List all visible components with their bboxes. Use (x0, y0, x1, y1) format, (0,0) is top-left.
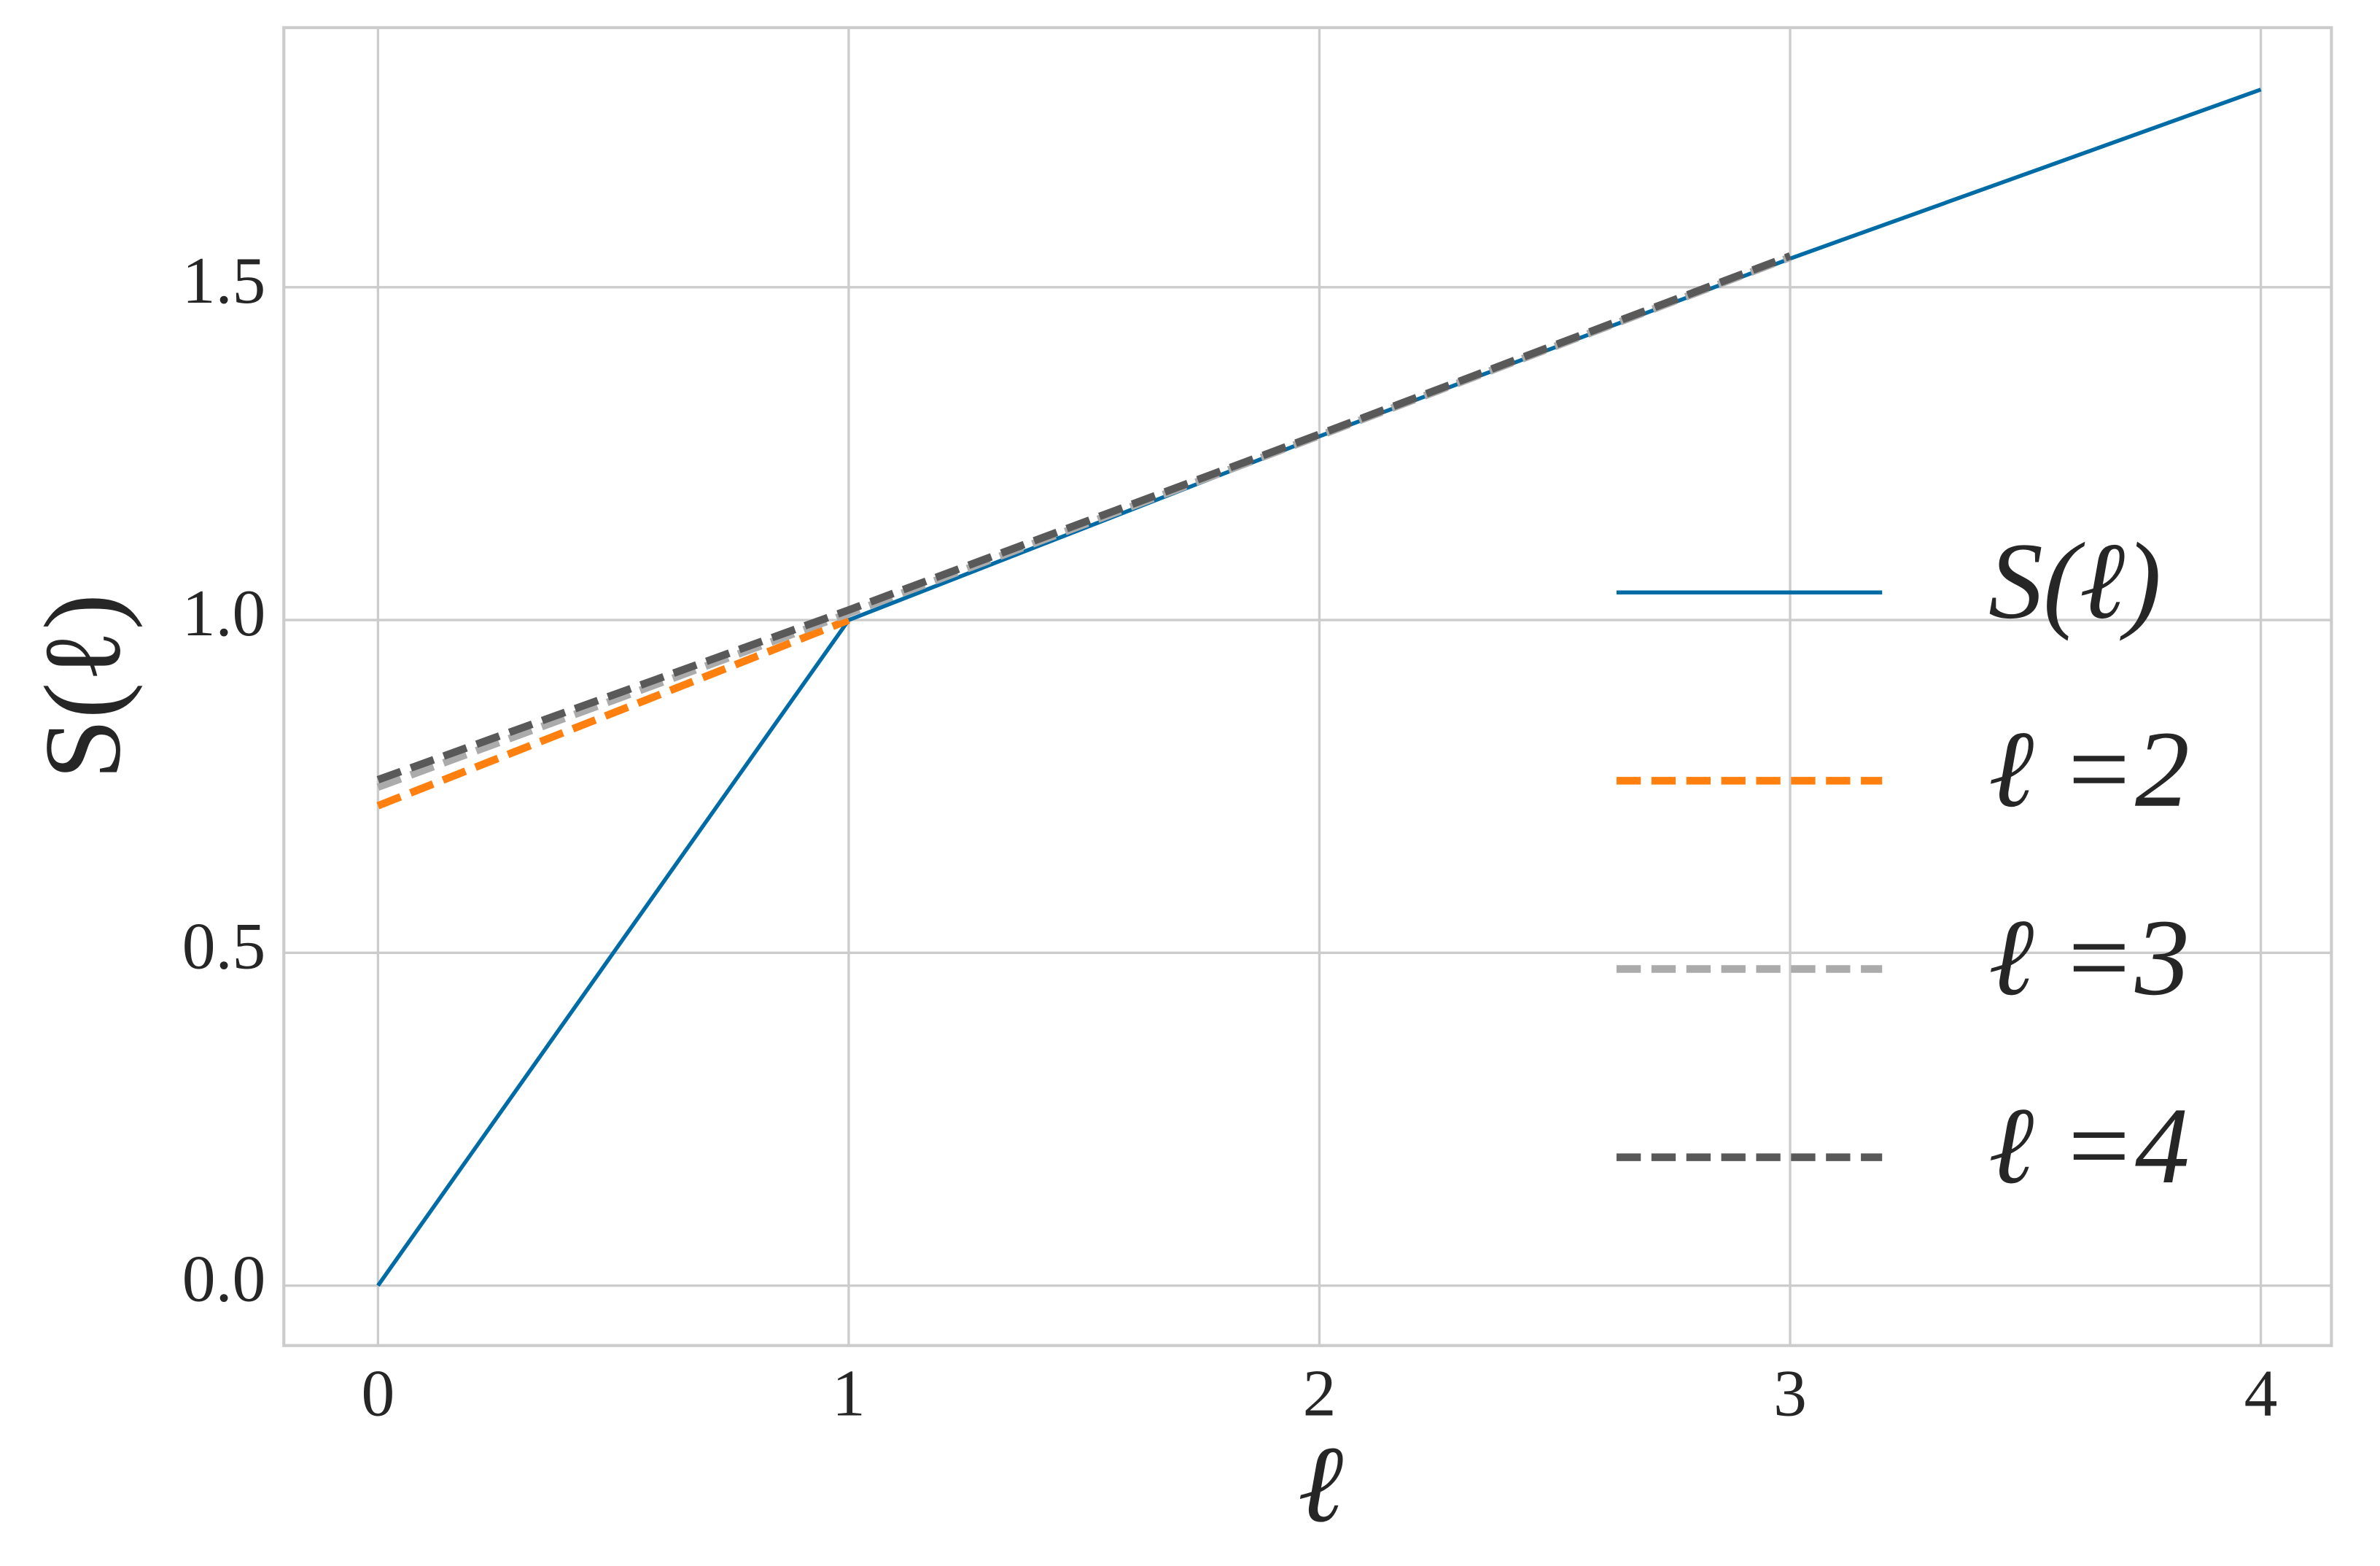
series-line (376, 88, 2262, 1287)
legend-label: S(ℓ) (1988, 521, 2161, 642)
y-tick-label: 1.0 (182, 575, 265, 650)
x-tick-label: 2 (1303, 1356, 1337, 1430)
x-axis-label: ℓ (1298, 1424, 1343, 1545)
x-tick-label: 3 (1773, 1356, 1807, 1430)
y-axis-label: S(ℓ) (22, 594, 143, 780)
legend-label: ℓ =4 (1988, 1085, 2190, 1206)
x-tick-label: 1 (832, 1356, 866, 1430)
legend-label: ℓ =3 (1988, 897, 2190, 1018)
legend-label: ℓ =2 (1988, 709, 2190, 830)
y-tick-label: 0.0 (182, 1241, 265, 1316)
series-line (376, 252, 1792, 783)
y-tick-label: 0.5 (182, 908, 265, 982)
y-tick-label: 1.5 (182, 243, 265, 317)
x-tick-label: 0 (361, 1356, 394, 1430)
x-tick-label: 4 (2244, 1356, 2278, 1430)
series-line (376, 616, 850, 810)
plot-frame (282, 26, 2333, 1347)
